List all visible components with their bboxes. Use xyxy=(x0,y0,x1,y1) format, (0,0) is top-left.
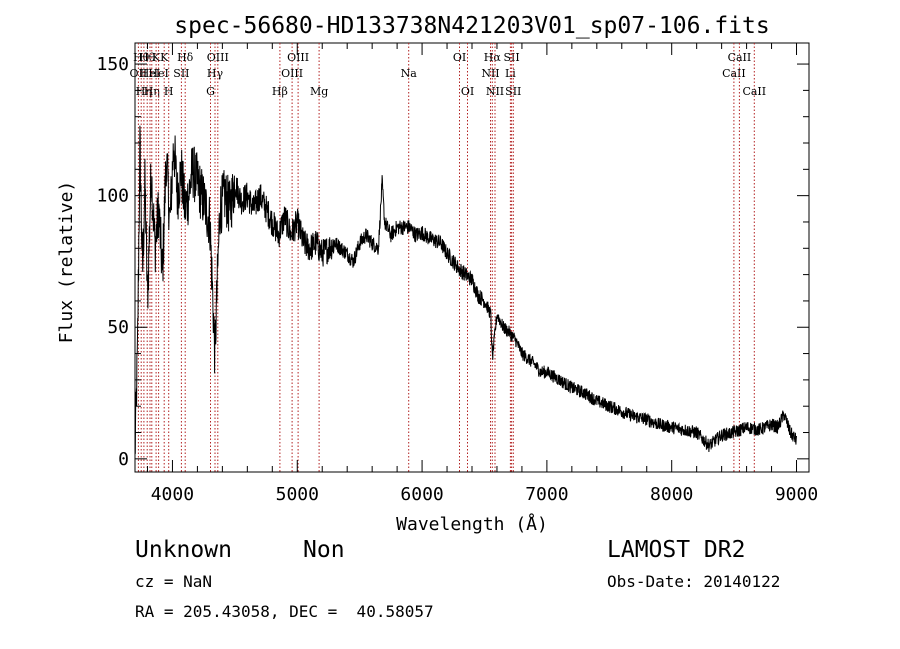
line-marker-label: K xyxy=(152,51,161,64)
flux-series-line xyxy=(134,125,797,454)
line-marker-label: Mg xyxy=(310,85,328,98)
line-marker-label: OI xyxy=(461,85,474,98)
line-marker-label: H xyxy=(164,85,174,98)
axis-ticks: 4000 5000 6000 7000 8000 9000 0 50 100 150 xyxy=(96,43,818,505)
line-marker-label: Hγ xyxy=(207,67,224,80)
line-marker-label: NII xyxy=(486,85,504,98)
line-marker-label: Hη xyxy=(136,85,152,98)
spectrum-chart: spec-56680-HD133738N421203V01_sp07-106.f… xyxy=(56,13,818,535)
line-marker-label: HeI xyxy=(148,67,168,80)
coordinates-label: RA = 205.43058, DEC = 40.58057 xyxy=(135,602,434,621)
line-marker-label: OIII xyxy=(207,51,229,64)
line-marker-label: HeI xyxy=(140,67,160,80)
x-tick-label: 5000 xyxy=(276,484,319,505)
y-tick-label: 150 xyxy=(96,54,129,75)
line-marker-label: CaII xyxy=(722,67,746,80)
y-tick-label: 50 xyxy=(107,317,129,338)
line-marker-label: G xyxy=(206,85,215,98)
line-marker-label: CaII xyxy=(742,85,766,98)
line-marker-label: OIII xyxy=(281,67,303,80)
y-axis-label: Flux (relative) xyxy=(56,181,77,344)
line-marker-label: Hδ xyxy=(177,51,194,64)
line-marker-label: SII xyxy=(503,51,519,64)
line-marker-label: Hβ xyxy=(272,85,288,98)
line-marker-label: CaII xyxy=(728,51,752,64)
line-marker-label: Hθ xyxy=(133,51,150,64)
obs-date-label: Obs-Date: 20140122 xyxy=(607,572,781,591)
redshift-label: cz = NaN xyxy=(135,572,213,591)
line-marker-label: NII xyxy=(481,67,499,80)
plot-frame xyxy=(134,42,810,473)
x-axis-label: Wavelength (Å) xyxy=(396,513,548,535)
line-marker-label: Li xyxy=(505,67,516,80)
line-marker-label: K xyxy=(160,51,169,64)
line-marker-label: OIII xyxy=(287,51,309,64)
y-tick-label: 0 xyxy=(118,449,129,470)
emission-line-markers: OIIHθHηHθHeIHηKHeIKHSIIHδGHγOIIIHβOIIIOI… xyxy=(130,43,766,472)
line-marker-label: Na xyxy=(401,67,418,80)
x-tick-label: 7000 xyxy=(525,484,568,505)
survey-label: LAMOST DR2 xyxy=(607,537,746,563)
x-tick-label: 9000 xyxy=(775,484,818,505)
x-tick-label: 4000 xyxy=(151,484,194,505)
object-class-label: Unknown xyxy=(135,537,232,563)
y-tick-label: 100 xyxy=(96,186,129,207)
line-marker-label: SII xyxy=(505,85,521,98)
line-marker-label: Hα xyxy=(484,51,502,64)
chart-title: spec-56680-HD133738N421203V01_sp07-106.f… xyxy=(174,13,769,39)
line-marker-label: OII xyxy=(130,67,148,80)
line-marker-label: OI xyxy=(453,51,466,64)
x-tick-label: 8000 xyxy=(650,484,693,505)
line-marker-label: Hη xyxy=(144,85,160,98)
x-tick-label: 6000 xyxy=(400,484,443,505)
subclass-label: Non xyxy=(303,537,345,563)
line-marker-label: SII xyxy=(173,67,189,80)
